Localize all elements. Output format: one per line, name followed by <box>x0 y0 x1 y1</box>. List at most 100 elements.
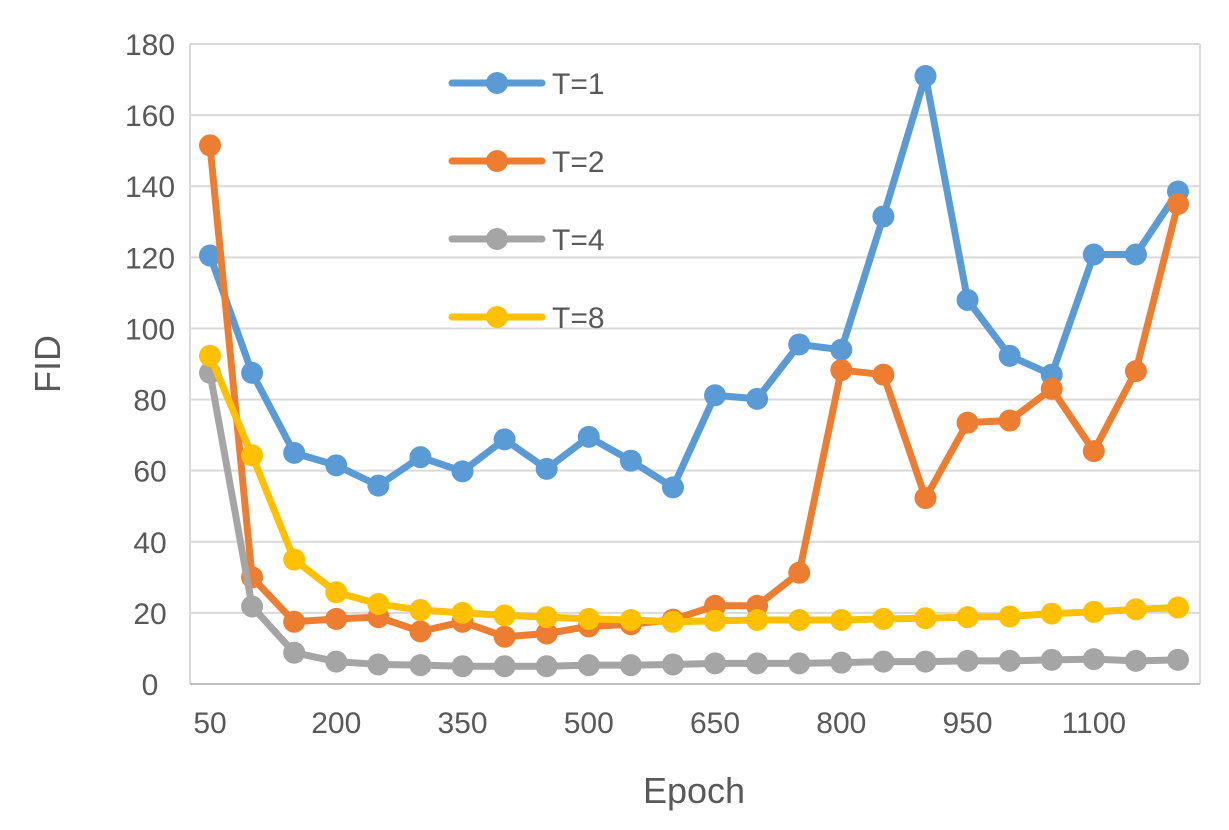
legend-swatch-marker <box>486 72 508 94</box>
data-point <box>746 609 769 631</box>
data-point <box>872 205 895 228</box>
data-point <box>788 561 811 584</box>
data-point <box>199 134 221 157</box>
data-point <box>493 428 516 451</box>
data-point <box>1124 649 1147 672</box>
data-point <box>535 622 558 645</box>
data-point <box>1082 243 1105 266</box>
data-point <box>577 425 600 448</box>
data-point <box>830 338 853 361</box>
data-point <box>830 609 853 631</box>
y-tick-label: 100 <box>125 313 175 346</box>
data-point <box>998 344 1021 367</box>
data-point <box>325 581 348 604</box>
data-point <box>661 476 684 499</box>
data-point <box>914 650 937 673</box>
data-point <box>325 650 348 673</box>
axes: 0 20 40 60 80 100 120 140 160 180 50 200 350 500 650 80… <box>125 29 1200 740</box>
data-point <box>914 487 937 510</box>
legend-label: T=2 <box>552 146 605 179</box>
x-tick-label: 350 <box>437 707 487 740</box>
data-point <box>199 244 221 267</box>
data-point <box>914 607 937 630</box>
data-point <box>283 610 306 633</box>
x-tick-label: 200 <box>311 707 361 740</box>
data-point <box>661 653 684 676</box>
data-point <box>367 653 390 676</box>
y-axis-title: FID <box>27 335 68 393</box>
data-point <box>998 605 1021 628</box>
series-group <box>199 65 1189 678</box>
data-point <box>788 333 811 356</box>
data-point <box>1082 440 1105 463</box>
legend-entry: T=1 <box>448 68 605 101</box>
y-tick-label: 120 <box>125 242 175 275</box>
x-tick-label: 50 <box>193 707 226 740</box>
data-point <box>409 620 432 643</box>
data-point <box>241 595 264 618</box>
y-tick-label: 140 <box>125 171 175 204</box>
data-point <box>325 454 348 477</box>
legend-swatch-marker <box>486 306 508 328</box>
data-point <box>1124 598 1147 621</box>
legend: T=1 T=2 T=4 T=8 <box>448 68 605 335</box>
data-point <box>619 609 642 631</box>
legend-entry: T=4 <box>448 224 605 257</box>
data-point <box>1040 377 1063 400</box>
data-point <box>1124 243 1147 266</box>
data-point <box>493 604 516 627</box>
legend-label: T=4 <box>552 224 605 257</box>
x-tick-label: 1100 <box>1062 707 1127 740</box>
data-point <box>956 606 979 629</box>
data-point <box>535 655 558 678</box>
series-t-8 <box>199 344 1189 633</box>
data-point <box>788 609 811 631</box>
data-point <box>241 361 264 384</box>
data-point <box>199 344 221 367</box>
data-point <box>451 460 474 483</box>
data-point <box>956 411 979 434</box>
data-point <box>283 548 306 571</box>
data-point <box>1167 596 1189 619</box>
series-t-4 <box>199 361 1189 678</box>
data-point <box>830 359 853 382</box>
data-point <box>493 625 516 648</box>
data-point <box>872 363 895 386</box>
y-tick-label: 20 <box>133 598 166 631</box>
data-point <box>367 593 390 615</box>
data-point <box>914 65 937 87</box>
data-point <box>704 652 727 675</box>
data-point <box>619 654 642 677</box>
x-axis-title: Epoch <box>643 770 745 811</box>
data-point <box>830 651 853 674</box>
legend-swatch-marker <box>486 228 508 250</box>
data-point <box>872 650 895 673</box>
data-point <box>451 655 474 678</box>
data-point <box>1167 648 1189 671</box>
legend-entry: T=8 <box>448 302 605 335</box>
data-point <box>704 609 727 632</box>
data-point <box>998 649 1021 672</box>
data-point <box>367 474 390 497</box>
series-t-2 <box>199 134 1189 648</box>
data-point <box>704 384 727 407</box>
x-tick-label: 650 <box>690 707 740 740</box>
data-point <box>1167 193 1189 215</box>
data-point <box>1040 648 1063 671</box>
data-point <box>746 387 769 410</box>
data-point <box>1082 648 1105 671</box>
legend-label: T=8 <box>552 302 605 335</box>
data-point <box>451 601 474 624</box>
y-tick-label: 60 <box>133 456 166 489</box>
legend-entry: T=2 <box>448 146 605 179</box>
data-point <box>998 409 1021 432</box>
data-point <box>619 449 642 472</box>
y-tick-label: 0 <box>142 669 159 702</box>
data-point <box>956 289 979 311</box>
legend-swatch-marker <box>486 150 508 172</box>
data-point <box>535 457 558 480</box>
data-point <box>577 654 600 677</box>
data-point <box>241 444 264 467</box>
